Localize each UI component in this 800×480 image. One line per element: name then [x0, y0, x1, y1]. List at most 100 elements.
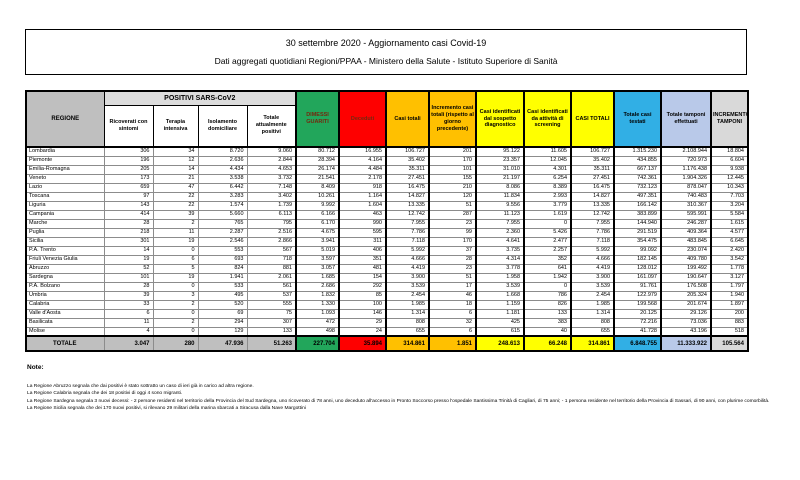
- region-name: Lombardia: [25, 146, 105, 157]
- cell-value: 2.287: [197, 227, 248, 238]
- cell-value: 497.351: [613, 191, 662, 202]
- cell-value: 133: [246, 326, 297, 337]
- cell-value: 720.973: [660, 155, 712, 166]
- cell-value: 6: [152, 254, 199, 265]
- table-row: Calabria 33 2 520 555 1.330 100 1.985 18 1.159 826…: [25, 299, 749, 310]
- cell-value: 128.012: [613, 263, 662, 274]
- cell-value: 19: [152, 236, 199, 247]
- cell-value: 795: [246, 218, 297, 229]
- cell-value: 2.454: [385, 290, 430, 301]
- cell-value: 878.047: [660, 182, 712, 193]
- column-header-incremento-tamponi: INCREMENTO TAMPONI: [710, 90, 749, 148]
- region-name: Piemonte: [25, 155, 105, 166]
- region-name: Liguria: [25, 200, 105, 211]
- cell-value: 3.539: [475, 281, 525, 292]
- cell-value: 166.142: [613, 200, 662, 211]
- cell-value: 75: [246, 308, 297, 319]
- cell-value: 6: [428, 308, 477, 319]
- cell-value: 7.118: [385, 236, 430, 247]
- column-header-terapia-intensiva: Terapia intensiva: [152, 104, 199, 148]
- cell-value: 1.176.438: [660, 164, 712, 175]
- cell-value: 520: [197, 299, 248, 310]
- cell-value: 6.442: [197, 182, 248, 193]
- cell-value: 227.704: [295, 335, 340, 352]
- table-row: Molise 4 0 129 133 498 24 655 6 615 40 655 41.728 43.…: [25, 326, 749, 337]
- column-header-tamponi: Totale tamponi effettuati: [660, 90, 712, 148]
- cell-value: 16.955: [338, 146, 387, 157]
- table-row: Lazio 659 47 6.442 7.148 8.409 918 16.475 210 8.0…: [25, 182, 749, 193]
- cell-value: 659: [103, 182, 154, 193]
- cell-value: 106.727: [570, 146, 615, 157]
- cell-value: 5: [152, 263, 199, 274]
- notes-section: Note: La Regione Abruzzo segnala che dai…: [27, 364, 777, 412]
- cell-value: 4.577: [710, 227, 749, 238]
- cell-value: 99: [428, 227, 477, 238]
- cell-value: 472: [295, 317, 340, 328]
- cell-value: 14: [103, 245, 154, 256]
- cell-value: 13.335: [385, 200, 430, 211]
- cell-value: 406: [338, 245, 387, 256]
- cell-value: 3.402: [246, 191, 297, 202]
- cell-value: 39: [103, 290, 154, 301]
- cell-value: 2: [152, 218, 199, 229]
- cell-value: 495: [197, 290, 248, 301]
- region-name: Veneto: [25, 173, 105, 184]
- cell-value: 6: [428, 326, 477, 337]
- cell-value: 23: [428, 218, 477, 229]
- cell-value: 29.126: [660, 308, 712, 319]
- cell-value: 2.636: [197, 155, 248, 166]
- cell-value: 3: [152, 290, 199, 301]
- cell-value: 11.123: [475, 209, 525, 220]
- cell-value: 4.641: [475, 236, 525, 247]
- cell-value: 434.855: [613, 155, 662, 166]
- cell-value: 170: [428, 236, 477, 247]
- table-row: Umbria 39 3 495 537 1.832 85 2.454 46 1.668 786 2.4…: [25, 290, 749, 301]
- cell-value: 0: [523, 218, 572, 229]
- cell-value: 5.426: [523, 227, 572, 238]
- cell-value: 105.564: [710, 335, 749, 352]
- cell-value: 1.958: [475, 272, 525, 283]
- table-row: Toscana 97 22 3.283 3.402 10.261 1.164 14.827 12…: [25, 191, 749, 202]
- cell-value: 1.832: [295, 290, 340, 301]
- cell-value: 5.019: [295, 245, 340, 256]
- cell-value: 1.739: [246, 200, 297, 211]
- cell-value: 9.938: [710, 164, 749, 175]
- table-row: Sardegna 101 19 1.941 2.061 1.685 154 3.900 51 1.…: [25, 272, 749, 283]
- table-body: Lombardia 306 34 8.720 9.060 80.712 16.955 106.…: [25, 146, 749, 352]
- cell-value: 555: [246, 299, 297, 310]
- cell-value: 595: [338, 227, 387, 238]
- cell-value: 595.991: [660, 209, 712, 220]
- table-row: P.A. Trento 14 0 553 567 5.019 406 5.992 37 3.735…: [25, 245, 749, 256]
- cell-value: 99.092: [613, 245, 662, 256]
- cell-value: 47: [152, 182, 199, 193]
- cell-value: 10.261: [295, 191, 340, 202]
- cell-value: 16.475: [385, 182, 430, 193]
- cell-value: 69: [197, 308, 248, 319]
- table-row: Campania 414 39 5.660 6.113 6.166 463 12.742 287…: [25, 209, 749, 220]
- cell-value: 182.145: [613, 254, 662, 265]
- cell-value: 39: [152, 209, 199, 220]
- cell-value: 808: [385, 317, 430, 328]
- cell-value: 742.361: [613, 173, 662, 184]
- cell-value: 41.728: [613, 326, 662, 337]
- cell-value: 498: [295, 326, 340, 337]
- cell-value: 200: [710, 308, 749, 319]
- cell-value: 1.668: [475, 290, 525, 301]
- cell-value: 463: [338, 209, 387, 220]
- table-row: Lombardia 306 34 8.720 9.060 80.712 16.955 106.…: [25, 146, 749, 157]
- cell-value: 4.666: [570, 254, 615, 265]
- cell-value: 3.597: [295, 254, 340, 265]
- cell-value: 170: [428, 155, 477, 166]
- cell-value: 51.263: [246, 335, 297, 352]
- cell-value: 18: [428, 299, 477, 310]
- note-line: La Regione Sardegna segnala 3 nuovi dece…: [27, 398, 770, 404]
- cell-value: 1.314: [570, 308, 615, 319]
- cell-value: 1.315.230: [613, 146, 662, 157]
- cell-value: 352: [523, 254, 572, 265]
- cell-value: 533: [197, 281, 248, 292]
- cell-value: 2.686: [295, 281, 340, 292]
- cell-value: 11: [152, 227, 199, 238]
- cell-value: 6.166: [295, 209, 340, 220]
- cell-value: 14: [152, 164, 199, 175]
- region-name: Molise: [25, 326, 105, 337]
